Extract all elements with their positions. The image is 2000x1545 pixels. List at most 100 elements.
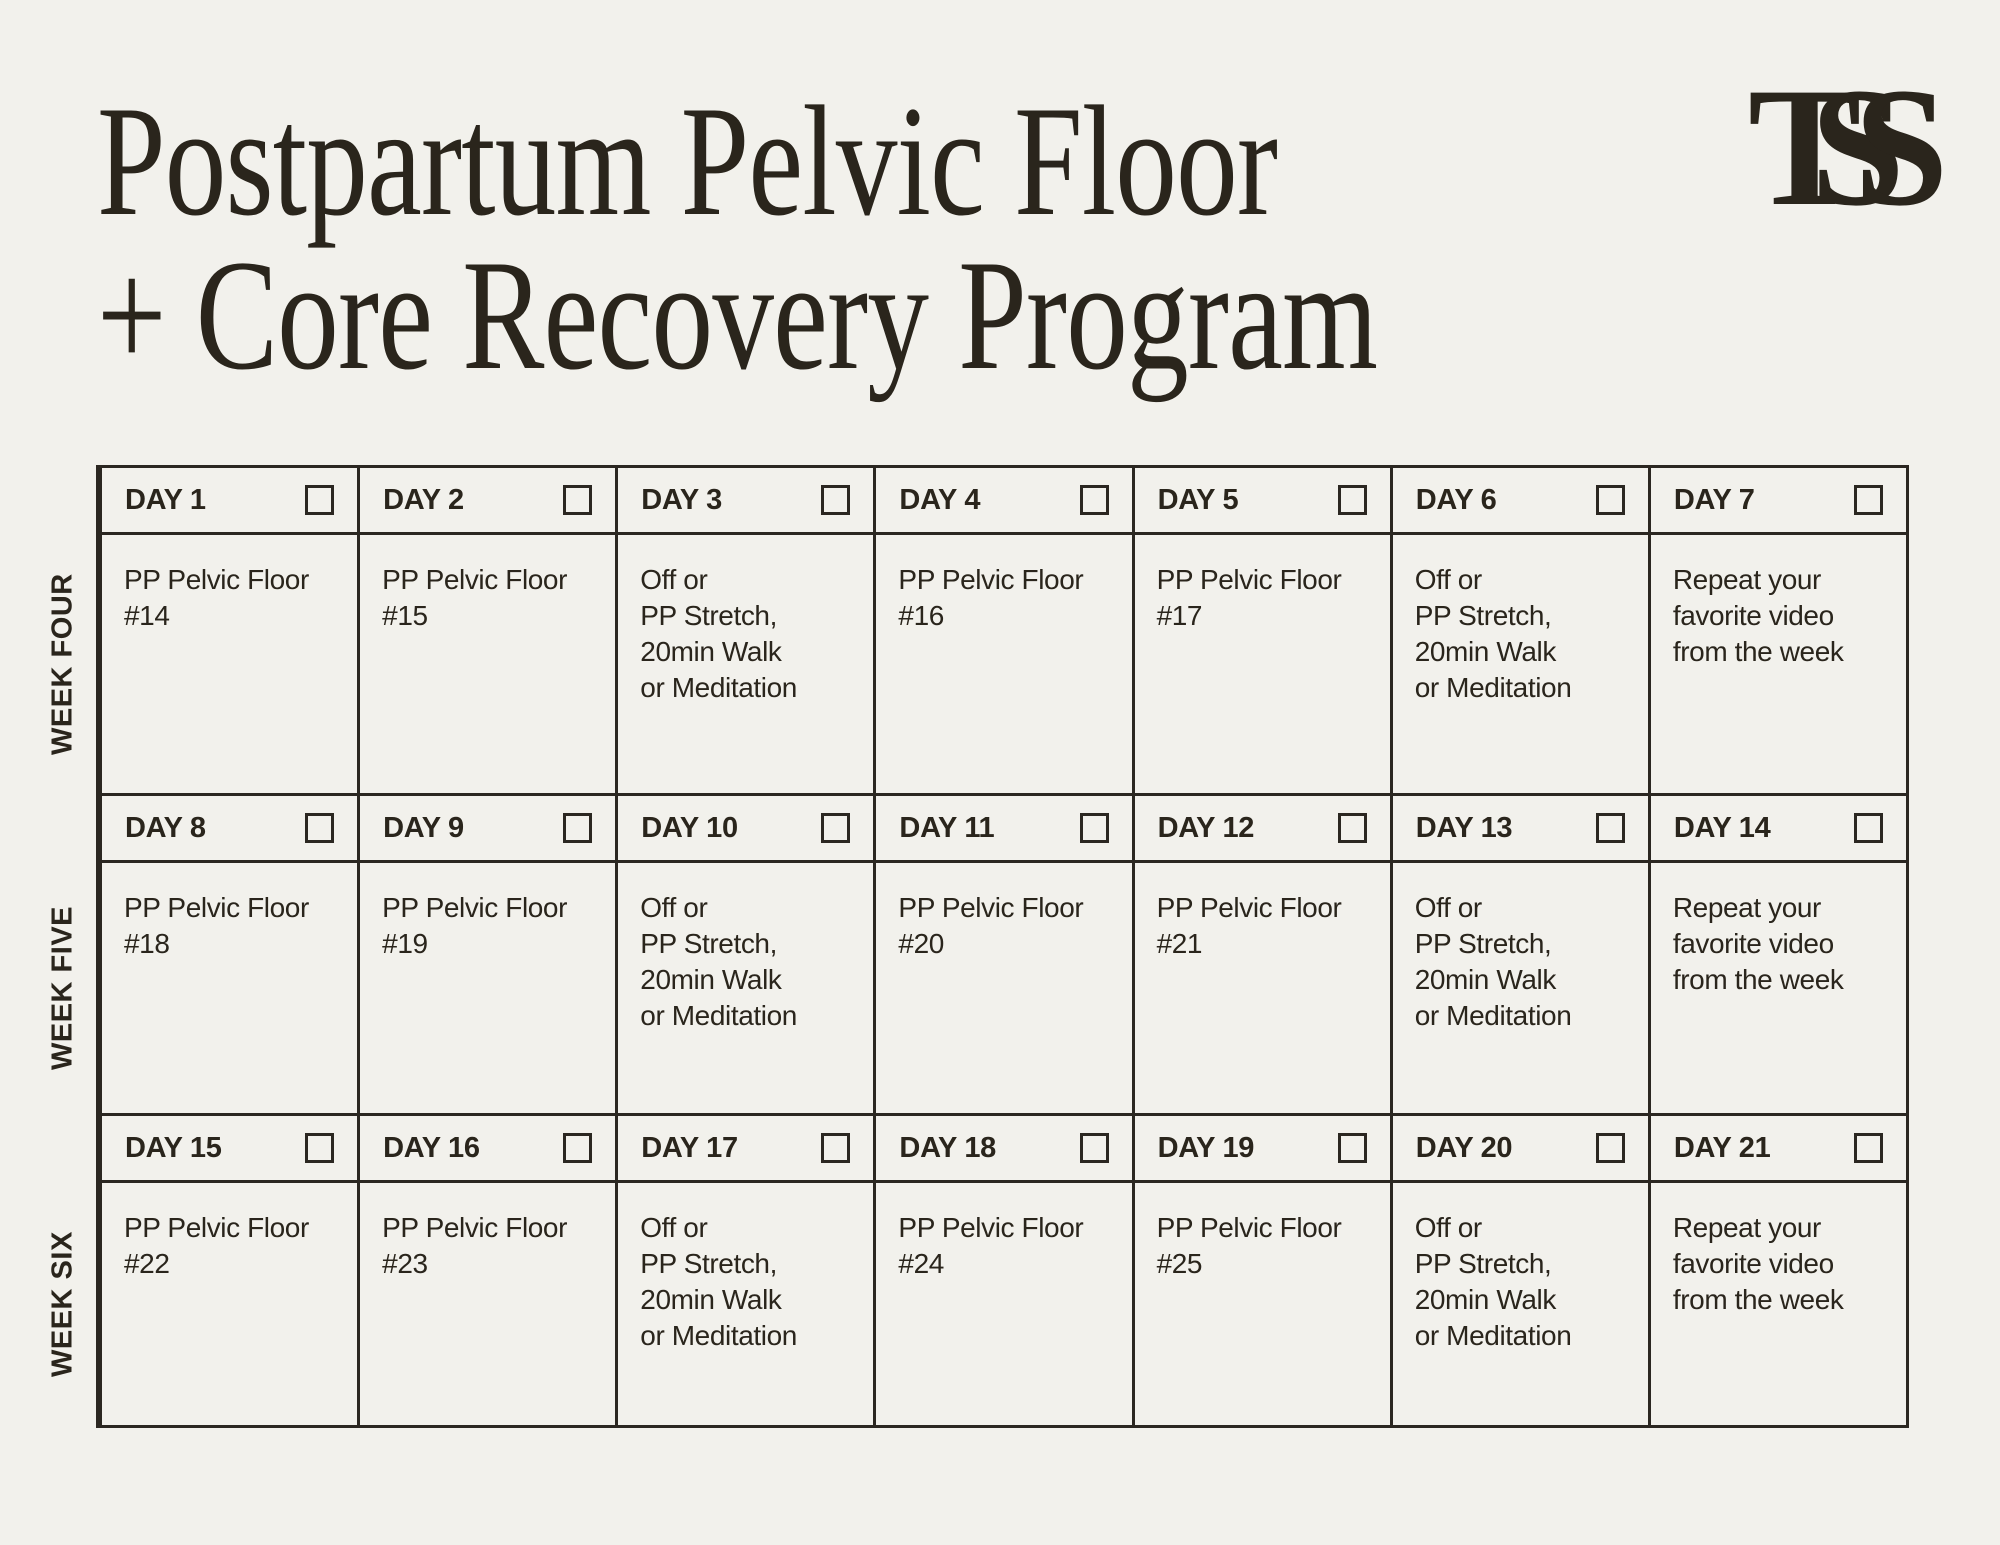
day-header: DAY 18 <box>876 1116 1132 1183</box>
day-label: DAY 9 <box>383 811 464 844</box>
day-cell: DAY 21 Repeat your favorite video from t… <box>1647 1116 1906 1425</box>
day-header: DAY 8 <box>102 796 358 863</box>
day-label: DAY 12 <box>1157 811 1255 844</box>
day-activity: Repeat your favorite video from the week <box>1672 892 1844 995</box>
day-header: DAY 17 <box>618 1116 874 1183</box>
day-header: DAY 21 <box>1650 1116 1906 1183</box>
day-activity: Repeat your favorite video from the week <box>1672 564 1844 667</box>
day-checkbox[interactable] <box>305 1133 335 1163</box>
day-activity: PP Pelvic Floor #24 <box>898 1212 1084 1279</box>
day-header: DAY 2 <box>360 468 616 535</box>
week-row-five: WEEK FIVE DAY 8 PP Pelvic Floor #18 DAY … <box>47 793 1906 1113</box>
day-checkbox[interactable] <box>563 485 593 515</box>
day-checkbox[interactable] <box>1595 813 1625 843</box>
page-title-line1: Postpartum Pelvic Floor <box>97 74 1278 249</box>
day-header: DAY 10 <box>618 796 874 863</box>
day-checkbox[interactable] <box>305 485 335 515</box>
day-label: DAY 14 <box>1673 811 1771 844</box>
day-activity: PP Pelvic Floor #16 <box>898 564 1084 631</box>
week-label-four: WEEK FOUR <box>46 573 79 755</box>
day-header: DAY 19 <box>1134 1116 1390 1183</box>
day-checkbox[interactable] <box>305 813 335 843</box>
day-activity: Off or PP Stretch, 20min Walk or Meditat… <box>640 892 797 1031</box>
day-checkbox[interactable] <box>1079 485 1109 515</box>
day-checkbox[interactable] <box>1337 485 1367 515</box>
day-activity: Off or PP Stretch, 20min Walk or Meditat… <box>1414 1212 1572 1351</box>
day-label: DAY 3 <box>641 483 723 516</box>
day-label: DAY 10 <box>641 811 738 844</box>
day-cell: DAY 5 PP Pelvic Floor #17 <box>1131 468 1390 793</box>
day-cell: DAY 18 PP Pelvic Floor #24 <box>873 1116 1132 1425</box>
day-activity: Off or PP Stretch, 20min Walk or Meditat… <box>640 564 797 703</box>
day-cell: DAY 3 Off or PP Stretch, 20min Walk or M… <box>615 468 874 793</box>
day-checkbox[interactable] <box>1079 813 1109 843</box>
day-checkbox[interactable] <box>1595 485 1625 515</box>
page-title: Postpartum Pelvic Floor + Core Recovery P… <box>97 83 1378 395</box>
day-label: DAY 1 <box>125 483 206 516</box>
day-checkbox[interactable] <box>1337 1133 1367 1163</box>
day-label: DAY 13 <box>1415 811 1513 844</box>
day-cell: DAY 4 PP Pelvic Floor #16 <box>873 468 1132 793</box>
day-cell: DAY 11 PP Pelvic Floor #20 <box>873 796 1132 1113</box>
day-cell: DAY 12 PP Pelvic Floor #21 <box>1131 796 1390 1113</box>
day-cell: DAY 16 PP Pelvic Floor #23 <box>357 1116 616 1425</box>
page-title-line2: + Core Recovery Program <box>97 228 1378 403</box>
brand-logo: TSS <box>1748 53 1949 241</box>
day-cell: DAY 1 PP Pelvic Floor #14 <box>99 468 358 793</box>
day-checkbox[interactable] <box>1853 813 1883 843</box>
week-label-five: WEEK FIVE <box>46 906 79 1071</box>
program-table: WEEK FOUR DAY 1 PP Pelvic Floor #14 DAY … <box>47 465 1909 1428</box>
day-checkbox[interactable] <box>821 485 851 515</box>
day-header: DAY 15 <box>102 1116 358 1183</box>
day-header: DAY 13 <box>1392 796 1648 863</box>
day-header: DAY 16 <box>360 1116 616 1183</box>
day-header: DAY 11 <box>876 796 1132 863</box>
day-checkbox[interactable] <box>1079 1133 1109 1163</box>
day-checkbox[interactable] <box>563 1133 593 1163</box>
day-label: DAY 11 <box>899 811 995 844</box>
day-header: DAY 14 <box>1650 796 1906 863</box>
day-checkbox[interactable] <box>563 813 593 843</box>
day-label: DAY 16 <box>383 1131 480 1164</box>
day-activity: Off or PP Stretch, 20min Walk or Meditat… <box>640 1212 797 1351</box>
day-cell: DAY 6 Off or PP Stretch, 20min Walk or M… <box>1389 468 1648 793</box>
day-cell: DAY 9 PP Pelvic Floor #19 <box>357 796 616 1113</box>
day-label: DAY 6 <box>1415 483 1497 516</box>
day-header: DAY 1 <box>102 468 358 535</box>
day-activity: PP Pelvic Floor #22 <box>124 1212 309 1279</box>
day-header: DAY 20 <box>1392 1116 1648 1183</box>
day-label: DAY 20 <box>1415 1131 1513 1164</box>
day-cell: DAY 7 Repeat your favorite video from th… <box>1647 468 1906 793</box>
day-checkbox[interactable] <box>1595 1133 1625 1163</box>
day-label: DAY 19 <box>1157 1131 1255 1164</box>
day-activity: Off or PP Stretch, 20min Walk or Meditat… <box>1414 892 1572 1031</box>
day-label: DAY 8 <box>125 811 206 844</box>
day-activity: PP Pelvic Floor #17 <box>1156 564 1342 631</box>
week-row-four: WEEK FOUR DAY 1 PP Pelvic Floor #14 DAY … <box>47 468 1906 793</box>
day-label: DAY 7 <box>1673 483 1755 516</box>
day-cell: DAY 8 PP Pelvic Floor #18 <box>99 796 358 1113</box>
day-label: DAY 21 <box>1673 1131 1771 1164</box>
day-label: DAY 17 <box>641 1131 738 1164</box>
day-activity: Off or PP Stretch, 20min Walk or Meditat… <box>1414 564 1572 703</box>
day-activity: PP Pelvic Floor #20 <box>898 892 1084 959</box>
day-activity: Repeat your favorite video from the week <box>1672 1212 1844 1315</box>
day-cell: DAY 10 Off or PP Stretch, 20min Walk or … <box>615 796 874 1113</box>
day-header: DAY 9 <box>360 796 616 863</box>
day-activity: PP Pelvic Floor #15 <box>382 564 568 631</box>
week-label-six: WEEK SIX <box>46 1231 79 1377</box>
day-header: DAY 6 <box>1392 468 1648 535</box>
day-cell: DAY 13 Off or PP Stretch, 20min Walk or … <box>1389 796 1648 1113</box>
day-label: DAY 15 <box>125 1131 222 1164</box>
day-activity: PP Pelvic Floor #18 <box>124 892 309 959</box>
day-label: DAY 4 <box>899 483 981 516</box>
day-checkbox[interactable] <box>1853 1133 1883 1163</box>
day-checkbox[interactable] <box>1337 813 1367 843</box>
day-cell: DAY 20 Off or PP Stretch, 20min Walk or … <box>1389 1116 1648 1425</box>
day-activity: PP Pelvic Floor #14 <box>124 564 309 631</box>
day-label: DAY 2 <box>383 483 464 516</box>
day-checkbox[interactable] <box>1853 485 1883 515</box>
day-checkbox[interactable] <box>821 813 851 843</box>
day-header: DAY 3 <box>618 468 874 535</box>
day-checkbox[interactable] <box>821 1133 851 1163</box>
